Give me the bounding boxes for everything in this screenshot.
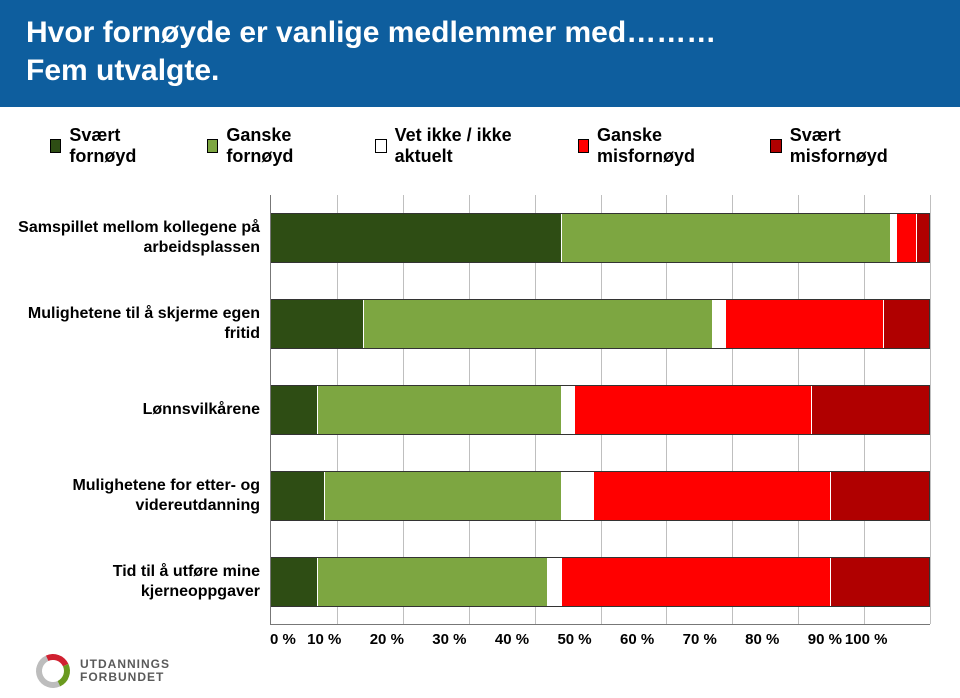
legend-item: Vet ikke / ikke aktuelt bbox=[375, 125, 535, 167]
bar-segment-svart_misfornoyd bbox=[830, 472, 929, 520]
x-tick-label: 100 % bbox=[845, 631, 888, 648]
stacked-bar bbox=[271, 213, 930, 263]
legend: Svært fornøyd Ganske fornøyd Vet ikke / ik… bbox=[0, 107, 960, 167]
legend-label: Svært fornøyd bbox=[69, 125, 165, 167]
logo-line-2: FORBUNDET bbox=[80, 671, 170, 684]
bar-row bbox=[271, 453, 930, 539]
bar-segment-ganske_misfornoyd bbox=[574, 386, 811, 434]
bar-segment-svart_misfornoyd bbox=[916, 214, 929, 262]
title-line-2: Fem utvalgte. bbox=[26, 54, 219, 87]
bar-segment-svart_fornoyd bbox=[271, 214, 561, 262]
title-bar: Hvor fornøyde er vanlige medlemmer med……… bbox=[0, 0, 960, 107]
bar-row bbox=[271, 195, 930, 281]
bar-segment-svart_fornoyd bbox=[271, 558, 317, 606]
category-label: Samspillet mellom kollegene på arbeidspl… bbox=[10, 195, 270, 281]
stacked-bar bbox=[271, 385, 930, 435]
legend-label: Ganske fornøyd bbox=[226, 125, 333, 167]
x-tick-label: 80 % bbox=[745, 631, 779, 648]
category-label: Mulighetene for etter- og videreutdannin… bbox=[10, 453, 270, 539]
bar-segment-svart_misfornoyd bbox=[811, 386, 929, 434]
bar-row bbox=[271, 281, 930, 367]
bar-segment-svart_fornoyd bbox=[271, 472, 324, 520]
logo-text: UTDANNINGS FORBUNDET bbox=[80, 658, 170, 683]
x-tick-label: 20 % bbox=[370, 631, 404, 648]
bars bbox=[271, 195, 930, 625]
legend-item: Ganske misfornøyd bbox=[578, 125, 729, 167]
stacked-bar bbox=[271, 299, 930, 349]
x-tick-label: 40 % bbox=[495, 631, 529, 648]
legend-label: Ganske misfornøyd bbox=[597, 125, 728, 167]
x-tick-label: 50 % bbox=[557, 631, 591, 648]
category-label: Tid til å utføre mine kjerneoppgaver bbox=[10, 539, 270, 625]
bar-segment-ganske_fornoyd bbox=[324, 472, 561, 520]
legend-label: Svært misfornøyd bbox=[790, 125, 910, 167]
category-label: Lønnsvilkårene bbox=[10, 367, 270, 453]
brand-logo: UTDANNINGS FORBUNDET bbox=[36, 654, 170, 688]
legend-label: Vet ikke / ikke aktuelt bbox=[395, 125, 536, 167]
x-tick-label: 30 % bbox=[432, 631, 466, 648]
category-labels: Samspillet mellom kollegene på arbeidspl… bbox=[10, 195, 270, 648]
legend-swatch bbox=[375, 139, 386, 153]
bar-segment-svart_misfornoyd bbox=[883, 300, 929, 348]
bar-segment-vet_ikke bbox=[890, 214, 897, 262]
legend-swatch bbox=[207, 139, 218, 153]
plot-area bbox=[270, 195, 930, 625]
x-tick-label: 70 % bbox=[683, 631, 717, 648]
bar-row bbox=[271, 539, 930, 625]
bar-segment-ganske_misfornoyd bbox=[896, 214, 916, 262]
bar-segment-ganske_fornoyd bbox=[363, 300, 712, 348]
bar-segment-svart_fornoyd bbox=[271, 300, 363, 348]
bar-segment-svart_misfornoyd bbox=[830, 558, 929, 606]
bar-segment-vet_ikke bbox=[712, 300, 725, 348]
x-tick-label: 60 % bbox=[620, 631, 654, 648]
bar-segment-vet_ikke bbox=[547, 558, 560, 606]
x-tick-label: 0 % bbox=[270, 631, 296, 648]
logo-ring-icon bbox=[31, 649, 75, 693]
legend-item: Svært misfornøyd bbox=[770, 125, 910, 167]
x-tick-label: 90 % bbox=[808, 631, 842, 648]
x-axis: 0 % 10 % 20 % 30 % 40 % 50 % 60 % 70 % 80 % 90 %1… bbox=[270, 625, 930, 648]
legend-swatch bbox=[50, 139, 61, 153]
bar-segment-vet_ikke bbox=[561, 386, 574, 434]
legend-item: Ganske fornøyd bbox=[207, 125, 333, 167]
bar-segment-ganske_misfornoyd bbox=[561, 558, 831, 606]
legend-swatch bbox=[578, 139, 589, 153]
plot-column: 0 % 10 % 20 % 30 % 40 % 50 % 60 % 70 % 80 % 90 %1… bbox=[270, 195, 930, 648]
bar-segment-ganske_fornoyd bbox=[317, 386, 560, 434]
x-tick-label: 10 % bbox=[307, 631, 341, 648]
category-label: Mulighetene til å skjerme egen fritid bbox=[10, 281, 270, 367]
bar-segment-ganske_fornoyd bbox=[561, 214, 890, 262]
bar-segment-ganske_misfornoyd bbox=[725, 300, 883, 348]
legend-swatch bbox=[770, 139, 781, 153]
bar-row bbox=[271, 367, 930, 453]
bar-segment-svart_fornoyd bbox=[271, 386, 317, 434]
chart: Samspillet mellom kollegene på arbeidspl… bbox=[0, 167, 960, 648]
stacked-bar bbox=[271, 471, 930, 521]
gridline bbox=[930, 195, 931, 624]
legend-item: Svært fornøyd bbox=[50, 125, 165, 167]
bar-segment-ganske_misfornoyd bbox=[593, 472, 830, 520]
stacked-bar bbox=[271, 557, 930, 607]
bar-segment-vet_ikke bbox=[561, 472, 594, 520]
title-line-1: Hvor fornøyde er vanlige medlemmer med……… bbox=[26, 16, 716, 49]
bar-segment-ganske_fornoyd bbox=[317, 558, 547, 606]
